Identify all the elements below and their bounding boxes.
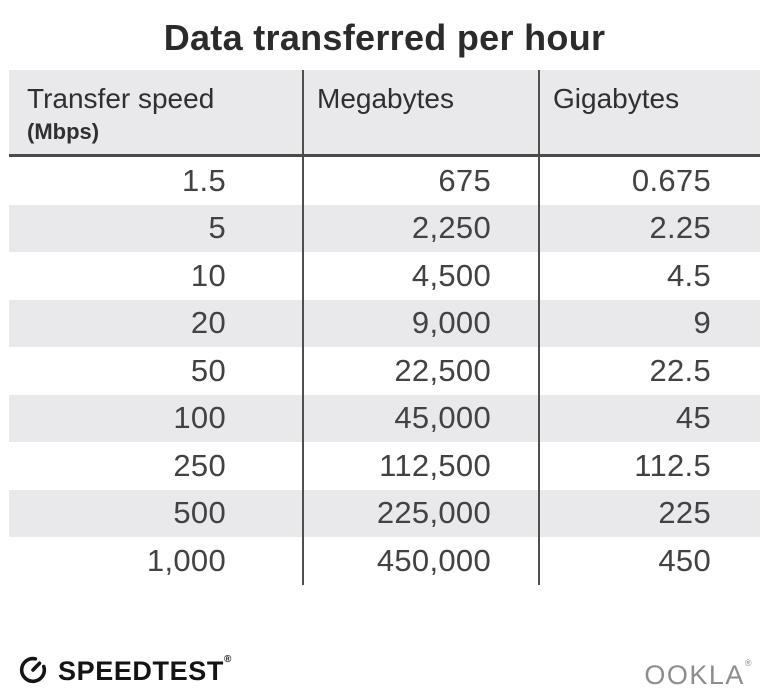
registered-trademark: ®	[223, 653, 232, 665]
registered-trademark: ®	[744, 658, 753, 668]
table-cell: 45,000	[302, 394, 538, 442]
table-row: 20 9,000 9	[9, 299, 760, 347]
page-title: Data transferred per hour	[163, 17, 606, 58]
header-sublabel: (Mbps)	[27, 119, 100, 145]
table-cell: 1,000	[146, 542, 226, 578]
table-cell: 45	[538, 394, 760, 442]
table-cell: 100	[173, 400, 226, 436]
table-row: 1,000 450,000 450	[9, 537, 760, 585]
header-label: Gigabytes	[553, 83, 680, 114]
speedtest-label: SPEEDTEST	[58, 655, 224, 686]
table-cell: 5	[208, 210, 226, 246]
speedtest-logo: SPEEDTEST®	[16, 652, 232, 690]
table-cell: 22.5	[538, 347, 760, 395]
table-cell: 4,500	[302, 252, 538, 300]
table-cell: 22,500	[302, 347, 538, 395]
header-cell-gigabytes: Gigabytes	[538, 70, 760, 154]
table-cell: 450	[538, 537, 760, 585]
header-label: Transfer speed	[27, 83, 215, 114]
table-cell: 9,000	[302, 299, 538, 347]
table-cell: 250	[173, 447, 226, 483]
table-body: 1.5 675 0.675 5 2,250 2.25 10 4,500 4.5 20 9,000 9 5…	[9, 157, 760, 585]
table-row: 500 225,000 225	[9, 489, 760, 537]
table-cell: 50	[190, 352, 226, 388]
table-cell: 675	[302, 157, 538, 205]
ookla-label: OOKLA	[644, 660, 745, 690]
gauge-icon	[16, 652, 50, 691]
speedtest-wordmark: SPEEDTEST®	[58, 653, 232, 687]
table-cell: 500	[173, 495, 226, 531]
table-row: 1.5 675 0.675	[9, 157, 760, 205]
table-cell: 0.675	[538, 157, 760, 205]
data-table: Transfer speed (Mbps) Megabytes Gigabyte…	[9, 70, 760, 585]
header-label: Megabytes	[317, 83, 454, 114]
table-cell: 225,000	[302, 489, 538, 537]
table-cell: 112.5	[538, 442, 760, 490]
table-cell: 9	[538, 299, 760, 347]
table-cell: 450,000	[302, 537, 538, 585]
table-cell: 2,250	[302, 204, 538, 252]
table-row: 50 22,500 22.5	[9, 347, 760, 395]
table-header: Transfer speed (Mbps) Megabytes Gigabyte…	[9, 70, 760, 157]
table-row: 5 2,250 2.25	[9, 204, 760, 252]
table-row: 250 112,500 112.5	[9, 442, 760, 490]
table-cell: 4.5	[538, 252, 760, 300]
table-cell: 20	[190, 305, 226, 341]
table-cell: 10	[190, 257, 226, 293]
header-cell-megabytes: Megabytes	[302, 70, 538, 154]
table-cell: 1.5	[182, 162, 226, 198]
table-row: 100 45,000 45	[9, 394, 760, 442]
table-cell: 112,500	[302, 442, 538, 490]
table-row: 10 4,500 4.5	[9, 252, 760, 300]
table-cell: 225	[538, 489, 760, 537]
ookla-wordmark: OOKLA®	[644, 658, 753, 691]
table-cell: 2.25	[538, 204, 760, 252]
header-cell-transfer-speed: Transfer speed (Mbps)	[9, 70, 302, 154]
